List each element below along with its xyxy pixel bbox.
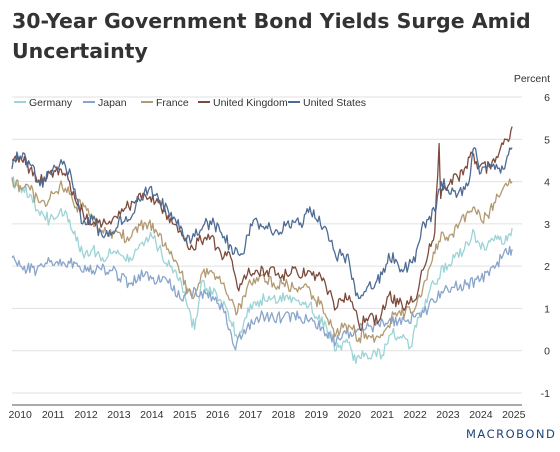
- x-tick-label: 2025: [502, 409, 526, 421]
- y-tick-label: 5: [544, 134, 550, 146]
- x-tick-label: 2012: [74, 409, 98, 421]
- x-tick-label: 2018: [272, 409, 296, 421]
- series-line: [11, 176, 513, 365]
- gridlines: [12, 96, 522, 394]
- legend-label: United States: [303, 97, 366, 109]
- x-tick-label: 2024: [469, 409, 493, 421]
- legend-label: Japan: [98, 97, 127, 109]
- legend-label: France: [156, 97, 189, 109]
- x-tick-label: 2023: [436, 409, 460, 421]
- y-tick-label: 1: [544, 303, 550, 315]
- y-tick-labels: -1 0 1 2 3 4 5 6: [541, 92, 551, 400]
- y-tick-label: 0: [544, 346, 550, 358]
- y-tick-label: 2: [544, 261, 550, 273]
- x-tick-label: 2020: [338, 409, 362, 421]
- chart-title: 30-Year Government Bond Yields Surge Ami…: [12, 9, 531, 63]
- series-line: [11, 126, 513, 331]
- x-tick-label: 2016: [206, 409, 230, 421]
- y-tick-label: 6: [544, 92, 550, 104]
- y-tick-label: -1: [541, 388, 550, 400]
- macrobond-logo: MACROBOND: [466, 427, 557, 441]
- legend-label: Germany: [29, 97, 73, 109]
- x-tick-label: 2015: [173, 409, 197, 421]
- y-tick-label: 4: [544, 177, 550, 189]
- series-line: [11, 147, 513, 299]
- x-tick-label: 2019: [305, 409, 329, 421]
- legend-label: United Kingdom: [213, 97, 288, 109]
- series-line: [11, 245, 513, 351]
- x-tick-label: 2017: [239, 409, 263, 421]
- x-tick-label: 2013: [107, 409, 131, 421]
- x-tick-label: 2014: [140, 409, 164, 421]
- y-tick-label: 3: [544, 219, 550, 231]
- x-tick-label: 2010: [9, 409, 33, 421]
- legend: Germany Japan France United Kingdom United S…: [14, 97, 366, 109]
- x-tick-labels: 2010 2011 2012 2013 2014 2015 2016 2017 2018 2019…: [9, 409, 526, 421]
- x-tick-label: 2011: [42, 409, 65, 421]
- series-lines: [11, 126, 513, 365]
- x-tick-label: 2022: [403, 409, 427, 421]
- x-tick-label: 2021: [370, 409, 394, 421]
- y-axis-unit-label: Percent: [514, 73, 550, 85]
